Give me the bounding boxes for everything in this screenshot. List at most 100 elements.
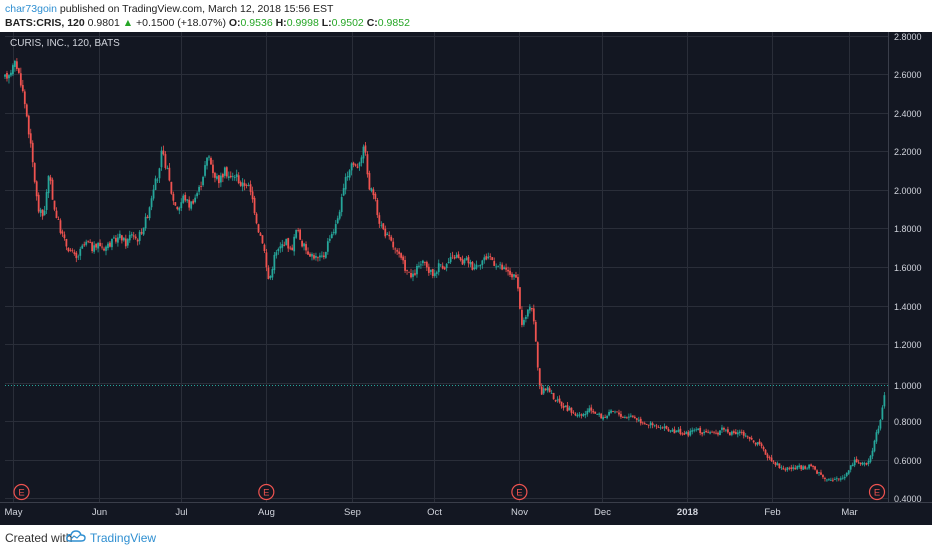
candle-body: [837, 478, 840, 480]
candle-body: [291, 247, 294, 251]
candle-body: [398, 251, 401, 254]
candle-body: [67, 247, 70, 252]
candle-body: [154, 178, 157, 190]
price-chart[interactable]: 2.8000 2.6000 2.4000 2.2000 2.0000 1.8000 1.60…: [0, 32, 932, 525]
candle-body: [762, 447, 765, 450]
candle-body: [239, 182, 242, 186]
candle-body: [31, 142, 34, 163]
candle-body: [499, 264, 502, 266]
candle-body: [459, 257, 462, 261]
candle-body: [804, 466, 807, 469]
candle-body: [705, 430, 708, 433]
candle-body: [643, 423, 646, 425]
candle-body: [655, 425, 658, 427]
candle-body: [786, 467, 789, 471]
chart-header: char73goin published on TradingView.com,…: [0, 0, 932, 32]
candle-body: [738, 431, 741, 434]
candle-body: [231, 175, 234, 177]
candle-body: [447, 261, 450, 264]
candle-body: [285, 238, 288, 245]
price-axis-panel: [888, 32, 932, 525]
tradingview-brand[interactable]: TradingView: [90, 531, 157, 545]
candle-body: [776, 463, 779, 466]
chart-area[interactable]: 2.8000 2.6000 2.4000 2.2000 2.0000 1.8000 1.60…: [0, 32, 932, 525]
candle-body: [752, 440, 755, 443]
candle-body: [354, 164, 357, 166]
candle-body: [227, 176, 230, 178]
time-tick-label: Oct: [427, 507, 442, 518]
candle-body: [794, 467, 797, 470]
candle-body: [128, 234, 131, 241]
candle-body: [657, 427, 660, 428]
candle-body: [471, 261, 474, 270]
candle-body: [124, 238, 127, 247]
author-link[interactable]: char73goin: [5, 3, 57, 15]
candle-body: [269, 276, 272, 279]
candle-body: [463, 259, 466, 264]
time-tick-label: May: [5, 507, 23, 518]
candle-body: [81, 245, 84, 249]
candle-body: [257, 224, 260, 233]
candle-body: [192, 200, 195, 204]
candle-body: [170, 181, 173, 194]
candle-body: [800, 465, 803, 470]
candle-body: [855, 458, 858, 462]
candle-body: [764, 449, 767, 455]
time-tick-label: Dec: [594, 507, 611, 518]
current-price-label: 1.0000: [894, 381, 922, 391]
candle-body: [461, 259, 464, 265]
candle-body: [216, 176, 218, 179]
time-axis[interactable]: May Jun Jul Aug Sep Oct Nov Dec 2018 Feb Mar: [0, 502, 932, 519]
candle-body: [620, 413, 622, 417]
ohlc-line: BATS:CRIS, 120 0.9801 ▲ +0.1500 (+18.07%…: [5, 17, 410, 29]
candle-body: [485, 256, 488, 260]
candle-body: [101, 246, 103, 248]
candle-body: [273, 254, 276, 271]
price-tick-label: 1.2000: [894, 340, 922, 350]
candle-body: [265, 252, 268, 268]
candle-body: [91, 242, 94, 252]
candle-body: [122, 237, 125, 241]
candle-body: [707, 431, 709, 433]
candle-body: [313, 255, 315, 259]
candle-body: [241, 182, 244, 187]
candle-body: [340, 197, 343, 213]
candle-body: [229, 175, 232, 178]
candle-body: [320, 255, 323, 257]
candle-body: [23, 91, 26, 105]
candle-body: [281, 244, 284, 248]
candle-body: [614, 411, 616, 413]
candle-body: [509, 270, 511, 275]
candle-body: [372, 189, 375, 196]
candle-body: [687, 432, 690, 436]
candle-body: [649, 422, 652, 426]
close-value: 0.9852: [377, 17, 410, 29]
candle-body: [164, 154, 167, 168]
candle-body: [178, 207, 181, 211]
candle-body: [111, 238, 113, 248]
candle-body: [51, 179, 54, 200]
candle-body: [550, 392, 553, 394]
candle-body: [491, 257, 494, 261]
candle-body: [548, 388, 551, 393]
candle-body: [538, 368, 541, 387]
candle-body: [845, 472, 848, 477]
candle-body: [618, 412, 620, 415]
candle-body: [435, 272, 438, 274]
candle-body: [277, 249, 280, 252]
candle-body: [126, 239, 129, 246]
candle-body: [146, 216, 149, 218]
candle-body: [483, 257, 486, 261]
candle-body: [301, 241, 303, 247]
price-tick-label: 2.8000: [894, 32, 922, 42]
candle-body: [279, 246, 282, 249]
price-axis[interactable]: 2.8000 2.6000 2.4000 2.2000 2.0000 1.8000 1.60…: [888, 32, 932, 525]
candle-body: [768, 457, 771, 459]
candle-body: [356, 166, 359, 168]
candle-body: [233, 177, 236, 178]
candle-body: [73, 252, 76, 254]
candle-body: [427, 266, 430, 273]
candle-body: [624, 417, 626, 419]
time-tick-label: Nov: [511, 507, 528, 518]
candle-body: [77, 256, 80, 258]
